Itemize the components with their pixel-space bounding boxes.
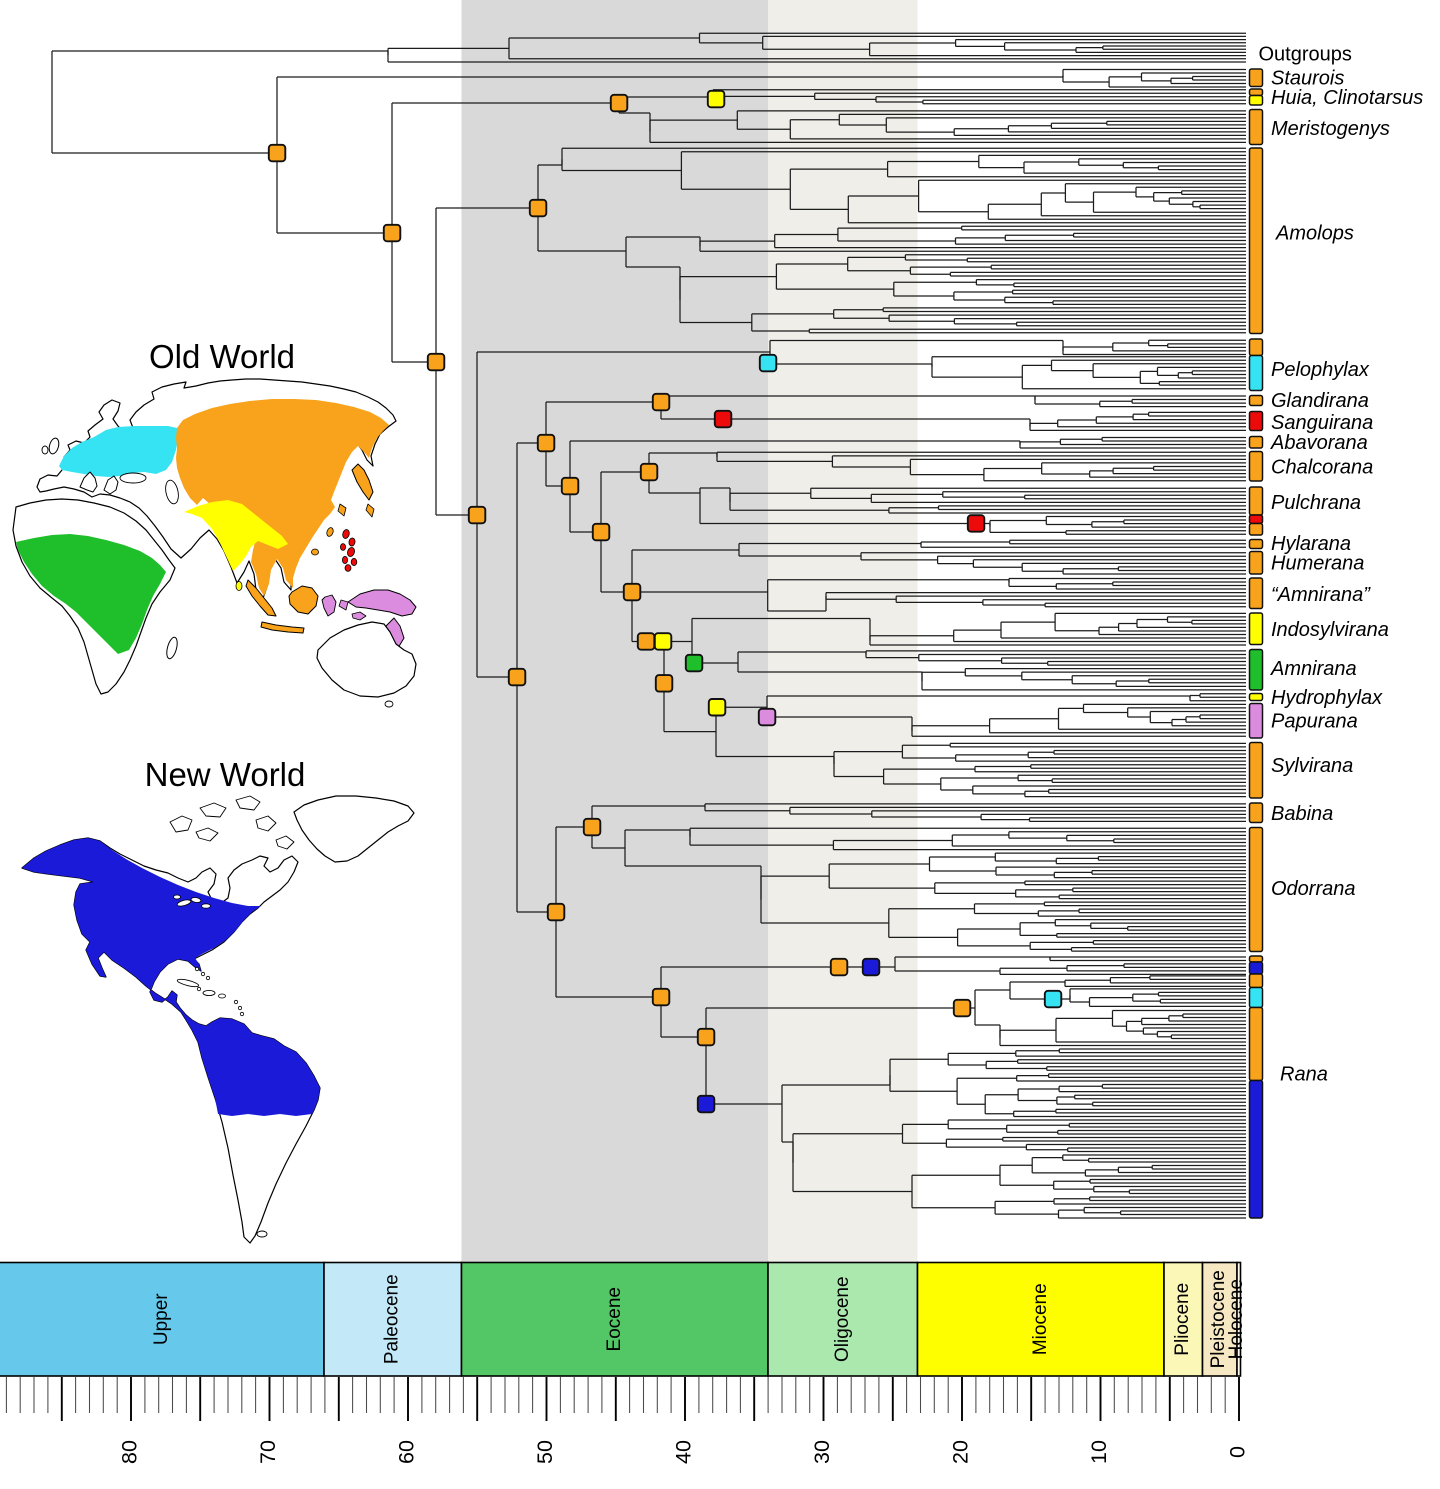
svg-text:Sylvirana: Sylvirana (1271, 755, 1353, 777)
svg-text:Miocene: Miocene (1030, 1283, 1051, 1355)
svg-text:Glandirana: Glandirana (1271, 390, 1369, 412)
svg-text:20: 20 (949, 1440, 973, 1464)
svg-text:Pleistocene: Pleistocene (1208, 1270, 1229, 1368)
svg-text:Staurois: Staurois (1271, 68, 1344, 90)
svg-text:Pulchrana: Pulchrana (1271, 492, 1361, 514)
svg-text:Holocene: Holocene (1226, 1279, 1247, 1359)
svg-text:Upper: Upper (151, 1293, 172, 1345)
svg-text:Meristogenys: Meristogenys (1271, 118, 1390, 140)
svg-text:Amnirana: Amnirana (1270, 658, 1357, 680)
svg-text:Eocene: Eocene (604, 1287, 625, 1351)
svg-text:Pelophylax: Pelophylax (1271, 359, 1370, 381)
svg-text:Pliocene: Pliocene (1172, 1283, 1193, 1356)
svg-text:Odorrana: Odorrana (1271, 878, 1356, 900)
svg-text:Huia, Clinotarsus: Huia, Clinotarsus (1271, 87, 1423, 109)
svg-text:Papurana: Papurana (1271, 711, 1358, 733)
svg-text:Hylarana: Hylarana (1271, 533, 1351, 555)
svg-text:Chalcorana: Chalcorana (1271, 457, 1373, 479)
svg-text:Humerana: Humerana (1271, 553, 1364, 575)
svg-text:30: 30 (810, 1440, 834, 1464)
svg-text:Hydrophylax: Hydrophylax (1271, 687, 1383, 709)
svg-text:Indosylvirana: Indosylvirana (1271, 619, 1389, 641)
svg-text:Rana: Rana (1280, 1064, 1328, 1086)
svg-text:60: 60 (395, 1440, 419, 1464)
svg-text:Outgroups: Outgroups (1259, 44, 1352, 66)
svg-text:New World: New World (145, 756, 306, 793)
svg-text:“Amnirana”: “Amnirana” (1271, 584, 1371, 606)
svg-text:10: 10 (1087, 1440, 1111, 1464)
svg-text:Oligocene: Oligocene (832, 1276, 853, 1362)
svg-text:40: 40 (672, 1440, 696, 1464)
svg-text:Babina: Babina (1271, 803, 1333, 825)
svg-text:Old World: Old World (149, 338, 295, 375)
svg-text:0: 0 (1226, 1446, 1250, 1458)
svg-text:Abavorana: Abavorana (1270, 432, 1368, 454)
svg-text:Amolops: Amolops (1275, 223, 1354, 245)
svg-text:50: 50 (533, 1440, 557, 1464)
svg-text:70: 70 (256, 1440, 280, 1464)
svg-text:80: 80 (118, 1440, 142, 1464)
svg-text:Sanguirana: Sanguirana (1271, 412, 1373, 434)
svg-text:Paleocene: Paleocene (382, 1274, 403, 1364)
